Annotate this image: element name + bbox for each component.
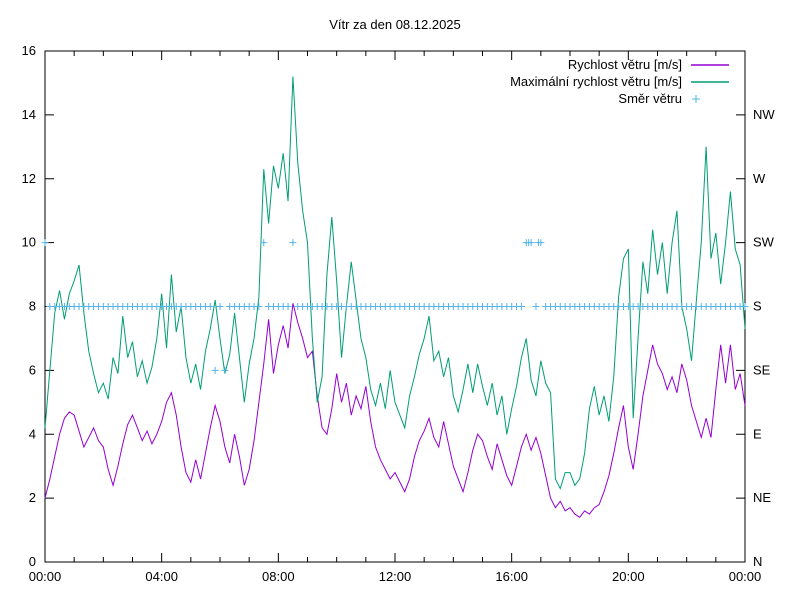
svg-text:SW: SW — [753, 235, 775, 250]
legend: Rychlost větru [m/s] Maximální rychlost … — [510, 56, 730, 107]
legend-plus-marker-icon — [692, 94, 700, 103]
legend-line-max-speed-icon — [691, 80, 729, 83]
legend-line-speed-icon — [691, 63, 729, 66]
svg-text:NE: NE — [753, 490, 771, 505]
svg-text:00:00: 00:00 — [729, 569, 762, 584]
svg-text:16: 16 — [22, 43, 36, 58]
svg-text:14: 14 — [22, 107, 36, 122]
svg-text:2: 2 — [29, 490, 36, 505]
svg-text:16:00: 16:00 — [495, 569, 528, 584]
svg-text:NW: NW — [753, 107, 775, 122]
legend-label-direction: Směr větru — [618, 91, 682, 106]
legend-row-max-speed: Maximální rychlost větru [m/s] — [510, 73, 730, 90]
svg-text:00:00: 00:00 — [29, 569, 62, 584]
svg-text:0: 0 — [29, 554, 36, 569]
legend-label-speed: Rychlost větru [m/s] — [567, 57, 682, 72]
svg-text:04:00: 04:00 — [145, 569, 178, 584]
svg-text:SE: SE — [753, 362, 771, 377]
svg-text:20:00: 20:00 — [612, 569, 645, 584]
svg-text:N: N — [753, 554, 762, 569]
svg-text:08:00: 08:00 — [262, 569, 295, 584]
svg-text:10: 10 — [22, 235, 36, 250]
legend-label-max-speed: Maximální rychlost větru [m/s] — [510, 74, 682, 89]
legend-row-direction: Směr větru — [510, 90, 730, 107]
svg-text:W: W — [753, 171, 766, 186]
svg-text:4: 4 — [29, 426, 36, 441]
svg-text:12: 12 — [22, 171, 36, 186]
svg-text:S: S — [753, 299, 762, 314]
svg-text:6: 6 — [29, 362, 36, 377]
svg-text:E: E — [753, 426, 762, 441]
chart-title: Vítr za den 08.12.2025 — [329, 17, 461, 32]
svg-text:8: 8 — [29, 299, 36, 314]
svg-text:12:00: 12:00 — [379, 569, 412, 584]
legend-row-speed: Rychlost větru [m/s] — [510, 56, 730, 73]
